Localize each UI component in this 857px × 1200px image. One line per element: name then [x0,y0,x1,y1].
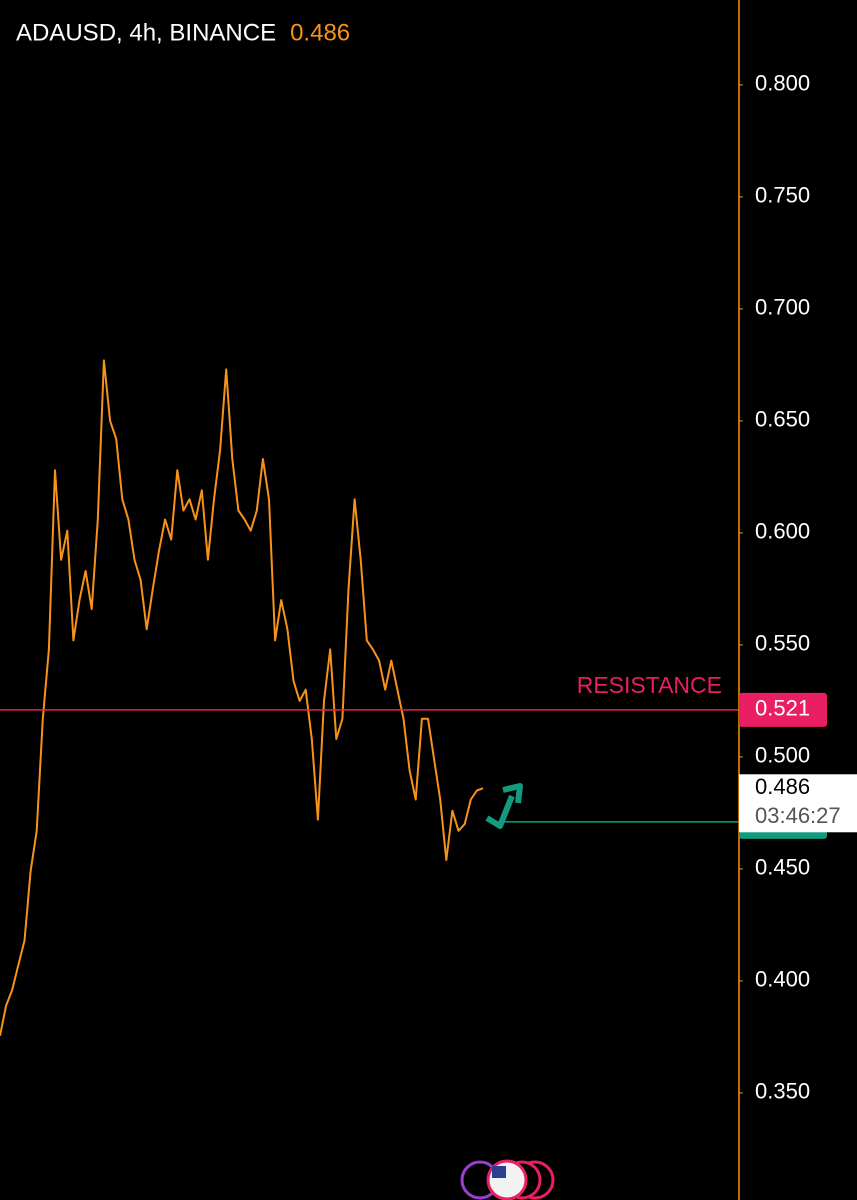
y-tick-label: 0.700 [755,295,810,320]
y-tick-label: 0.400 [755,967,810,992]
last-price-box [739,774,857,833]
bottom-icons[interactable] [460,1159,555,1200]
up-arrow-icon [485,783,523,829]
y-tick-label: 0.450 [755,855,810,880]
y-tick-label: 0.750 [755,183,810,208]
level-price-box [739,692,827,727]
axis-layer: 0.350 0.400 0.450 0.500 0.550 0.600 0.650 0.700… [739,71,857,1104]
level-price-label: 0.521 [755,696,810,721]
plot-layer: RESISTANCE [0,359,739,1036]
title-price: 0.486 [290,19,350,46]
chart-title: ADAUSD, 4h, BINANCE [16,19,276,46]
price-line [0,359,484,1036]
y-tick-label: 0.800 [755,71,810,96]
y-tick-label: 0.650 [755,407,810,432]
y-tick-label: 0.600 [755,519,810,544]
y-tick-label: 0.550 [755,631,810,656]
last-price-label: 0.486 [755,774,810,799]
flag-canton [492,1166,506,1178]
y-tick-label: 0.350 [755,1079,810,1104]
y-tick-label: 0.500 [755,743,810,768]
countdown-label: 03:46:27 [755,803,841,828]
level-label: RESISTANCE [577,672,722,698]
